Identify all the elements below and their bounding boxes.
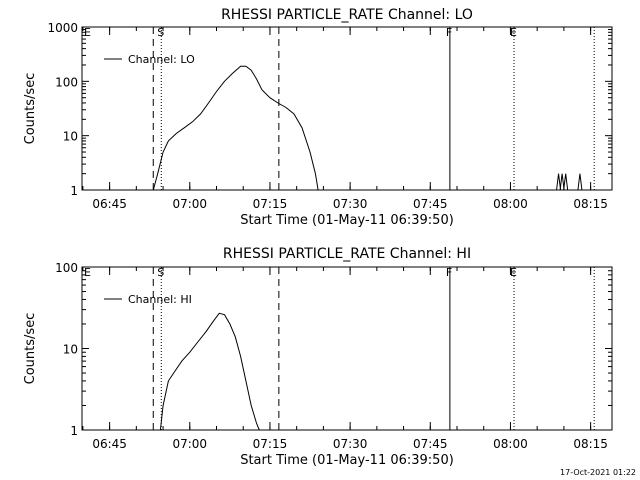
x-tick-label: 08:00 [493,437,528,451]
y-tick-label: 1000 [47,21,78,35]
y-tick-label: 100 [55,261,78,275]
x-tick-label: 07:30 [333,437,368,451]
y-tick-label: 100 [55,75,78,89]
chart-title: RHESSI PARTICLE_RATE Channel: HI [223,246,471,262]
chart-panel-hi: RHESSI PARTICLE_RATE Channel: HI 1 10 100 06… [23,246,613,468]
x-tick-label: 07:15 [253,197,288,211]
legend-entry: Channel: HI [128,293,192,306]
corner-marker-label: E [84,266,91,279]
x-tick-label: 06:45 [92,197,127,211]
y-axis-label: Counts/sec [23,73,38,145]
x-tick-label: 07:30 [333,197,368,211]
series-spike [559,173,565,191]
y-tick-label: 10 [63,130,78,144]
x-tick-label: 07:00 [172,437,207,451]
x-tick-label: 08:15 [573,197,608,211]
series-line [159,312,260,431]
event-marker-label: F [446,266,452,279]
series-spike [556,173,562,191]
x-tick-label: 08:00 [493,197,528,211]
y-axis-label: Counts/sec [23,313,38,385]
chart-title: RHESSI PARTICLE_RATE Channel: LO [221,7,473,23]
event-marker-label: E [510,266,517,279]
timestamp-label: 17-Oct-2021 01:22 [560,468,636,477]
corner-marker-label: E [84,26,91,39]
x-tick-label: 07:00 [172,197,207,211]
plot-frame [81,26,613,191]
y-tick-label: 1 [70,424,78,438]
event-marker-label: S [157,266,164,279]
series-line [152,65,319,191]
event-marker-label: F [446,26,452,39]
y-tick-label: 10 [63,343,78,357]
x-tick-label: 07:15 [253,437,288,451]
x-axis-label: Start Time (01-May-11 06:39:50) [240,213,454,228]
chart-panel-lo: RHESSI PARTICLE_RATE Channel: LO 1 10 100 10… [23,7,613,228]
event-marker-label: S [157,26,164,39]
x-tick-label: 07:45 [413,197,448,211]
x-tick-label: 06:45 [92,437,127,451]
series-spike [577,173,583,191]
y-tick-label: 1 [70,184,78,198]
legend-entry: Channel: LO [128,53,195,66]
event-marker-label: E [510,26,517,39]
series-spike [563,173,569,191]
x-tick-label: 08:15 [573,437,608,451]
x-axis-label: Start Time (01-May-11 06:39:50) [240,453,454,468]
x-tick-label: 07:45 [413,437,448,451]
